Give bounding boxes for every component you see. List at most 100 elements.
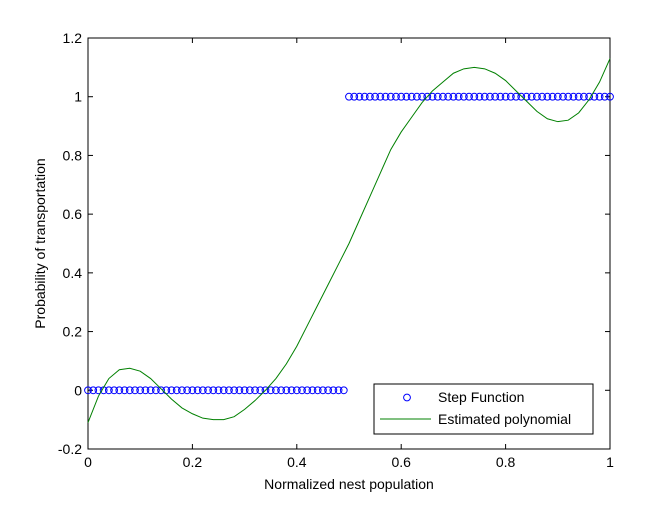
x-tick-label: 0.4: [287, 454, 307, 470]
step-function-point: [219, 386, 228, 395]
legend: Step Function Estimated polynomial: [373, 383, 594, 435]
step-function-point: [89, 386, 98, 395]
step-function-point: [470, 92, 479, 101]
step-function-point: [543, 92, 552, 101]
step-function-point: [303, 386, 312, 395]
step-function-point: [146, 386, 155, 395]
step-function-point: [386, 92, 395, 101]
step-function-point: [402, 92, 411, 101]
step-function-point: [240, 386, 249, 395]
y-tick-label: 0.6: [63, 206, 83, 222]
step-function-point: [339, 386, 348, 395]
step-function-point: [376, 92, 385, 101]
step-function-point: [501, 92, 510, 101]
step-function-point: [522, 92, 531, 101]
y-axis-label: Probability of transportation: [32, 158, 48, 328]
step-function-point: [407, 92, 416, 101]
step-function-point: [298, 386, 306, 395]
step-function-point: [371, 92, 380, 101]
step-function-point: [266, 386, 275, 395]
step-function-point: [209, 386, 218, 395]
step-function-point: [392, 92, 400, 101]
step-function-point: [235, 386, 244, 395]
step-function-point: [428, 92, 437, 101]
step-function-point: [110, 386, 118, 395]
step-function-point: [449, 92, 458, 101]
step-function-point: [517, 92, 526, 101]
step-function-point: [418, 92, 426, 101]
step-function-point: [564, 92, 573, 101]
step-function-point: [595, 92, 604, 101]
step-function-point: [538, 92, 547, 101]
step-function-point: [157, 386, 165, 395]
step-function-point: [261, 386, 270, 395]
step-function-point: [319, 386, 327, 395]
step-function-point: [245, 386, 254, 395]
step-function-point: [397, 92, 406, 101]
step-function-point: [355, 92, 364, 101]
step-function-point: [131, 386, 139, 395]
step-function-point: [120, 386, 129, 395]
step-function-point: [188, 386, 197, 395]
legend-polynomial-label: Estimated polynomial: [438, 411, 571, 427]
step-function-point: [84, 386, 92, 395]
step-function-point: [606, 92, 614, 101]
step-function-point: [230, 386, 239, 395]
legend-step-function-marker-icon: [403, 393, 411, 402]
step-function-point: [287, 386, 296, 395]
step-function-point: [527, 92, 536, 101]
step-function-point: [491, 92, 500, 101]
legend-box: [373, 383, 594, 435]
step-function-point: [167, 386, 176, 395]
step-function-point: [277, 386, 286, 395]
step-function-point: [183, 386, 192, 395]
step-function-point: [172, 386, 181, 395]
step-function-point: [475, 92, 484, 101]
y-tick-label: 0: [74, 382, 82, 398]
step-function-point: [365, 92, 374, 101]
step-function-point: [486, 92, 494, 101]
step-function-point: [459, 92, 468, 101]
step-function-point: [350, 92, 359, 101]
step-function-point: [444, 92, 453, 101]
x-tick-label: 1: [606, 454, 614, 470]
step-function-point: [204, 386, 212, 395]
step-function-point: [308, 386, 317, 395]
step-function-point: [454, 92, 463, 101]
y-tick-label: 0.8: [63, 147, 83, 163]
step-function-point: [104, 386, 113, 395]
step-function-point: [506, 92, 515, 101]
step-function-point: [256, 386, 265, 395]
step-function-point: [193, 386, 202, 395]
x-tick-label: 0.6: [391, 454, 411, 470]
step-function-point: [465, 92, 473, 101]
step-function-point: [569, 92, 578, 101]
step-function-point: [136, 386, 145, 395]
step-function-point: [324, 386, 333, 395]
step-function-point: [214, 386, 223, 395]
step-function-point: [329, 386, 338, 395]
step-function-point: [251, 386, 259, 395]
step-function-point: [360, 92, 369, 101]
step-function-point: [433, 92, 442, 101]
y-tick-label: 1: [74, 89, 82, 105]
x-tick-label: 0.2: [183, 454, 203, 470]
step-function-point: [178, 386, 186, 395]
step-function-point: [381, 92, 390, 101]
step-function-point: [423, 92, 432, 101]
step-function-point: [345, 92, 353, 101]
step-function-point: [439, 92, 447, 101]
x-tick-label: 0.8: [496, 454, 516, 470]
y-tick-label: -0.2: [58, 441, 82, 457]
step-function-point: [580, 92, 588, 101]
step-function-point: [282, 386, 291, 395]
x-axis-label: Normalized nest population: [264, 476, 434, 492]
step-function-point: [412, 92, 421, 101]
step-function-point: [533, 92, 541, 101]
step-function-point: [480, 92, 489, 101]
x-tick-label: 0: [84, 454, 92, 470]
step-function-point: [600, 92, 609, 101]
y-tick-label: 0.4: [63, 265, 83, 281]
step-function-point: [198, 386, 207, 395]
